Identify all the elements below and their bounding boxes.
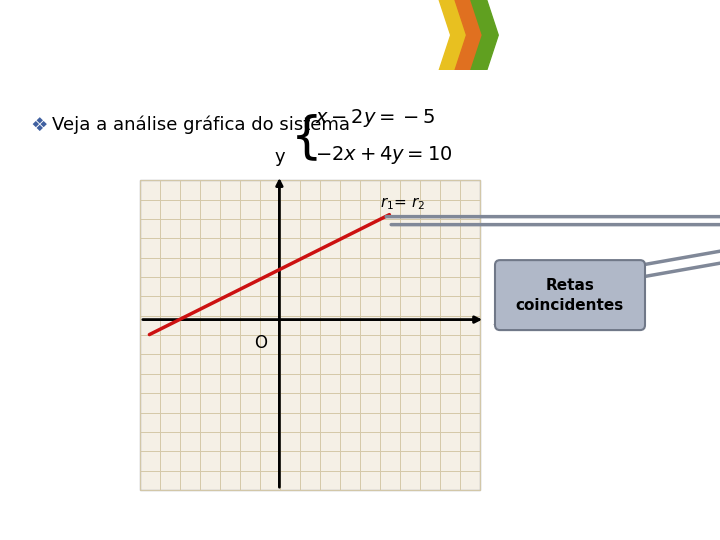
Text: $\{$: $\{$ (290, 113, 318, 164)
Text: $x - 2y = -5$: $x - 2y = -5$ (315, 107, 436, 129)
Text: $r_1$= $r_2$: $r_1$= $r_2$ (380, 195, 426, 212)
Text: y: y (274, 148, 284, 166)
Polygon shape (455, 0, 482, 70)
Text: ❖: ❖ (30, 116, 48, 134)
FancyBboxPatch shape (495, 260, 645, 330)
Text: Veja a análise gráfica do sistema: Veja a análise gráfica do sistema (52, 116, 350, 134)
Text: $-2x + 4y = 10$: $-2x + 4y = 10$ (315, 144, 452, 166)
Text: O: O (254, 334, 267, 352)
Text: Retas
coincidentes: Retas coincidentes (516, 278, 624, 313)
Text: Matemática, 2º ano, Sistemas Lineares: Matemática, 2º ano, Sistemas Lineares (11, 26, 406, 44)
Polygon shape (471, 0, 498, 70)
Text: x: x (492, 310, 503, 329)
FancyBboxPatch shape (140, 180, 480, 490)
Polygon shape (439, 0, 467, 70)
